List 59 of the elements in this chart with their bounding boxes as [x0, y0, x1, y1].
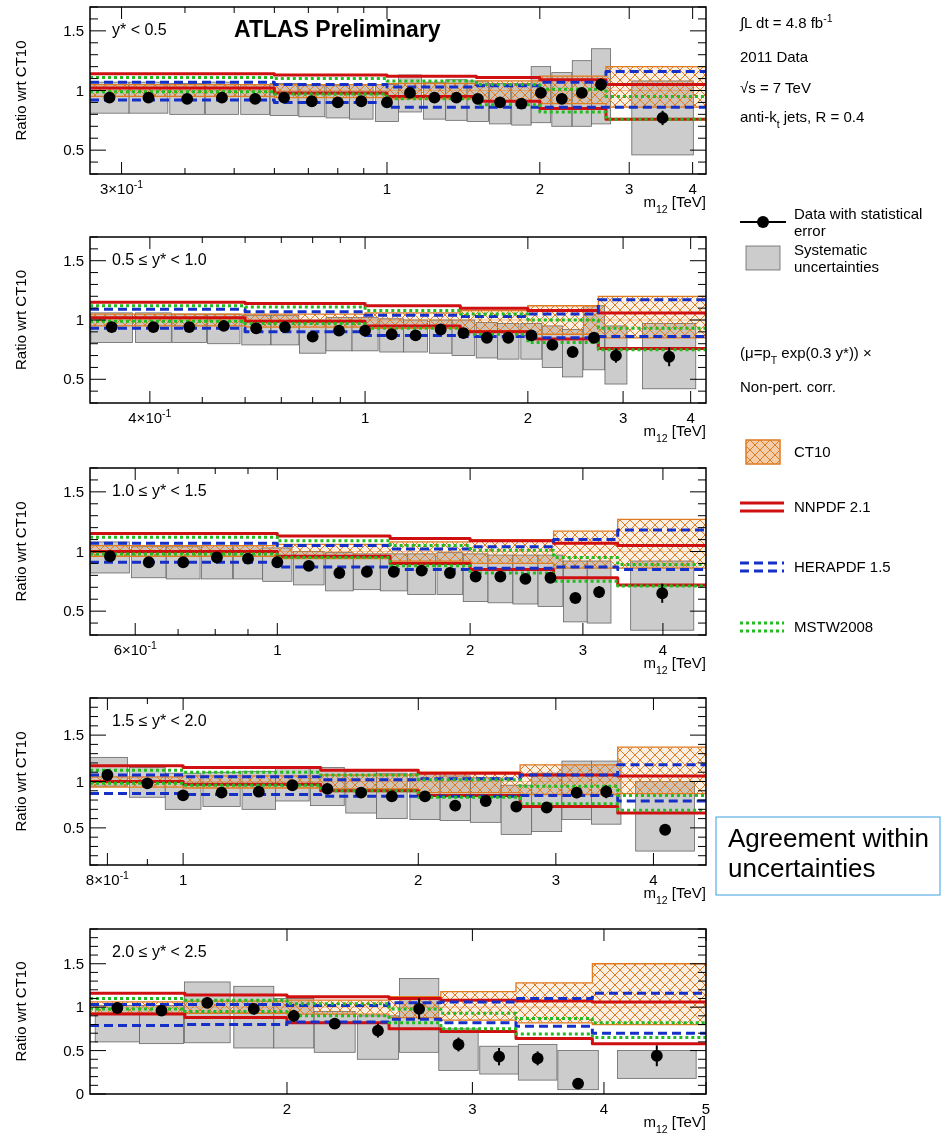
x-tick-label: 4×10$^{-1}$	[128, 407, 172, 426]
y-tick-label: 1.5	[63, 251, 84, 269]
y-tick-label: 0.5	[63, 818, 84, 836]
x-tick-label: 1	[360, 409, 370, 426]
y-axis-title: Ratio wrt CT10	[12, 731, 29, 832]
x-tick-label: 3	[578, 641, 588, 658]
x-tick-label: 8×10$^{-1}$	[85, 869, 130, 888]
y-axis-title: Ratio wrt CT10	[12, 40, 29, 141]
text: 2011 Data	[740, 48, 809, 65]
y-axis-title: Ratio wrt CT10	[12, 501, 29, 602]
y-axis-title: Ratio wrt CT10	[12, 961, 29, 1062]
legend-label: HERAPDF 1.5	[794, 558, 891, 575]
text: 1.5 ≤ y* < 2.0	[112, 712, 207, 729]
text: (μ=p$_{T}$ exp(0.3 y*)) ×	[740, 344, 872, 366]
text: Agreement within uncertainties	[728, 823, 929, 883]
y-tick-label: 1.5	[63, 21, 84, 39]
chart-title: ATLAS Preliminary	[234, 16, 441, 42]
x-tick-label: 2	[535, 180, 544, 197]
y-tick-label: 0.5	[63, 141, 84, 159]
y-tick-label: 0.5	[63, 602, 84, 620]
y-tick-label: 1	[75, 772, 84, 790]
legend-label: Data with statistical error	[794, 204, 923, 239]
y-tick-label: 1	[75, 311, 84, 328]
text: 1.0 ≤ y* < 1.5	[112, 482, 207, 499]
legend-label: CT10	[794, 443, 831, 460]
x-tick-label: 3	[551, 871, 561, 888]
legend-label: MSTW2008	[794, 618, 874, 635]
text: 2.0 ≤ y* < 2.5	[112, 943, 207, 960]
legend-label: Systematic uncertainties	[794, 240, 880, 275]
x-tick-label: 2	[414, 871, 423, 888]
text: √s = 7 TeV	[740, 79, 811, 96]
legend-label: NNPDF 2.1	[794, 498, 871, 515]
y-tick-label: 0	[75, 1085, 84, 1102]
text: ∫L dt = 4.8 fb$^{-1}$	[739, 12, 833, 32]
text: 0.5 ≤ y* < 1.0	[112, 251, 207, 268]
x-tick-label: 1	[273, 641, 282, 658]
x-tick-label: 3	[618, 409, 628, 426]
x-tick-label: 2	[282, 1100, 292, 1117]
y-tick-label: 1.5	[63, 482, 84, 500]
y-tick-label: 1.5	[63, 954, 84, 972]
y-axis-title: Ratio wrt CT10	[12, 269, 29, 371]
text: Non-pert. corr.	[740, 378, 836, 395]
x-tick-label: 4	[599, 1100, 609, 1117]
x-tick-label: 6×10$^{-1}$	[113, 639, 157, 658]
x-tick-label: 3	[625, 180, 634, 197]
text: anti-k$_{t}$ jets, R = 0.4	[740, 108, 865, 130]
text: y* < 0.5	[112, 21, 167, 38]
x-tick-label: 3×10$^{-1}$	[99, 178, 144, 197]
y-tick-label: 1	[75, 542, 84, 560]
y-tick-label: 0.5	[63, 1041, 84, 1059]
y-tick-label: 1	[75, 81, 84, 99]
y-tick-label: 1	[75, 998, 84, 1016]
x-tick-label: 2	[465, 641, 475, 658]
x-tick-label: 3	[468, 1100, 477, 1117]
x-tick-label: 2	[523, 409, 533, 426]
y-tick-label: 0.5	[63, 370, 84, 388]
x-tick-label: 1	[382, 180, 392, 197]
y-tick-label: 1.5	[63, 726, 84, 744]
x-tick-label: 1	[178, 871, 188, 888]
